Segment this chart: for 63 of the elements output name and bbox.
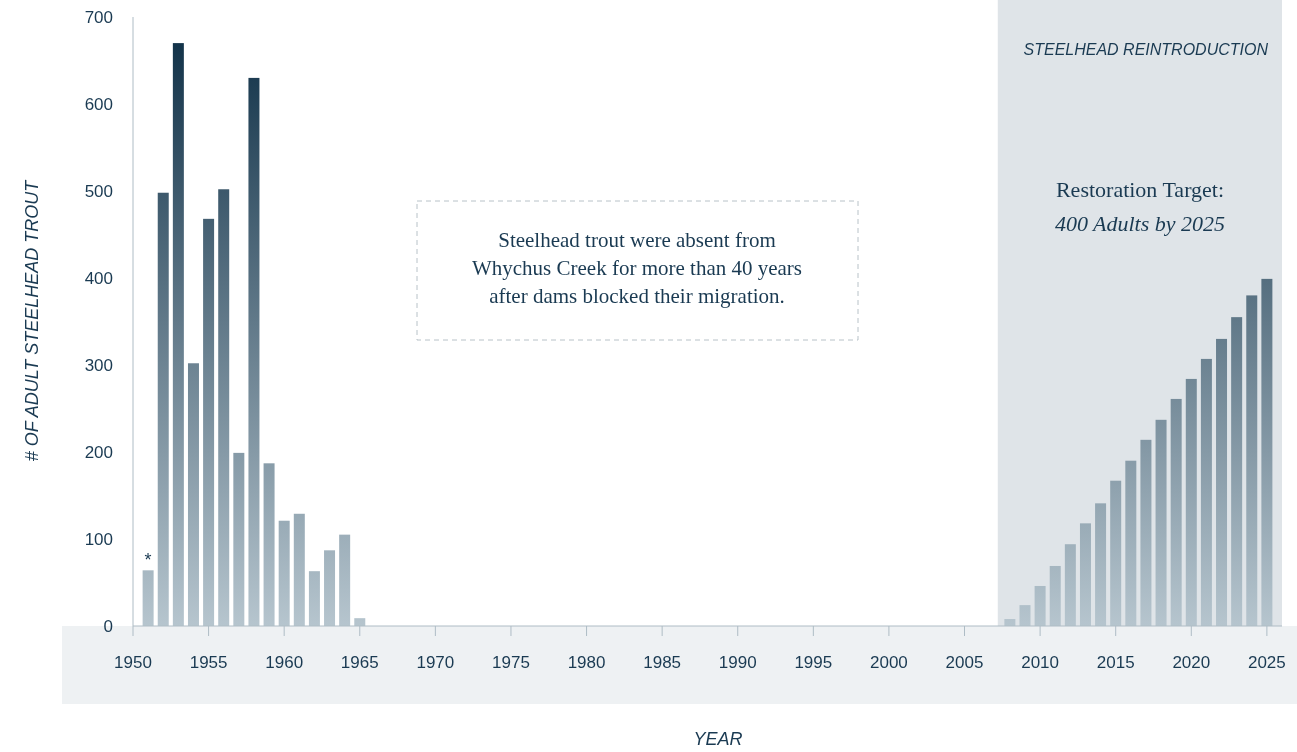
- x-tick-label: 1995: [794, 653, 833, 672]
- x-tick-label: 1950: [114, 653, 152, 672]
- x-tick-label: 1965: [340, 653, 379, 672]
- bar: [1110, 480, 1122, 626]
- bar: [1261, 278, 1273, 626]
- x-tick-label: 2005: [945, 653, 984, 672]
- bar: [142, 570, 154, 626]
- x-tick-label: 1960: [265, 653, 304, 672]
- y-tick-label: 200: [84, 443, 113, 462]
- x-tick-label: 2010: [1021, 653, 1060, 672]
- bar: [1200, 358, 1212, 626]
- x-tick-label: 1980: [567, 653, 606, 672]
- bar: [1231, 317, 1243, 626]
- bar: [263, 463, 275, 626]
- x-tick-label: 1970: [416, 653, 455, 672]
- y-tick-label: 600: [84, 95, 113, 114]
- bar: [218, 189, 230, 626]
- x-tick-label: 1975: [492, 653, 530, 672]
- x-tick-label: 1985: [643, 653, 682, 672]
- x-tick-label: 2015: [1096, 653, 1135, 672]
- bar: [1216, 338, 1228, 626]
- y-tick-label: 100: [84, 530, 113, 549]
- annotation: *: [144, 550, 152, 571]
- y-tick-label: 700: [84, 8, 113, 27]
- bar: [1064, 544, 1076, 626]
- bar: [1019, 605, 1031, 626]
- bar: [278, 520, 290, 626]
- x-tick-label: 2025: [1247, 653, 1286, 672]
- y-tick-label: 500: [84, 182, 113, 201]
- x-tick-label: 1990: [718, 653, 757, 672]
- bar: [293, 513, 305, 626]
- bar: [172, 43, 184, 626]
- bar: [157, 192, 169, 626]
- bar: [324, 550, 336, 626]
- x-tick-label: 1955: [189, 653, 228, 672]
- x-tick-label: 2000: [870, 653, 908, 672]
- x-axis-title: YEAR: [693, 729, 743, 749]
- y-tick-label: 0: [103, 617, 113, 636]
- bar: [248, 77, 260, 626]
- annotation: Restoration Target:: [1055, 177, 1225, 202]
- bar: [1170, 398, 1182, 626]
- bar: [1049, 565, 1061, 626]
- y-tick-label: 300: [84, 356, 113, 375]
- bar: [1034, 585, 1046, 626]
- bar: [1079, 523, 1091, 626]
- bar: [187, 363, 199, 626]
- annotation: 400 Adults by 2025: [1054, 211, 1226, 236]
- y-tick-label: 400: [84, 269, 113, 288]
- bar: [1125, 460, 1137, 626]
- bar: [339, 534, 351, 626]
- x-tick-label: 2020: [1172, 653, 1211, 672]
- band-label: STEELHEAD REINTRODUCTION: [1023, 41, 1269, 58]
- bar: [1185, 378, 1197, 626]
- bar: [354, 618, 366, 626]
- bar: [1155, 419, 1167, 626]
- y-axis-title: # OF ADULT STEELHEAD TROUT: [22, 178, 42, 462]
- bar: [1095, 503, 1107, 626]
- bar: [203, 218, 215, 626]
- annotation: Steelhead trout were absent from Whychus Creek for more than 40 years after dams blocked their migration.: [471, 228, 803, 308]
- bar: [1246, 295, 1258, 626]
- bar: [1140, 439, 1152, 626]
- bar: [308, 571, 320, 626]
- bar: [233, 452, 245, 626]
